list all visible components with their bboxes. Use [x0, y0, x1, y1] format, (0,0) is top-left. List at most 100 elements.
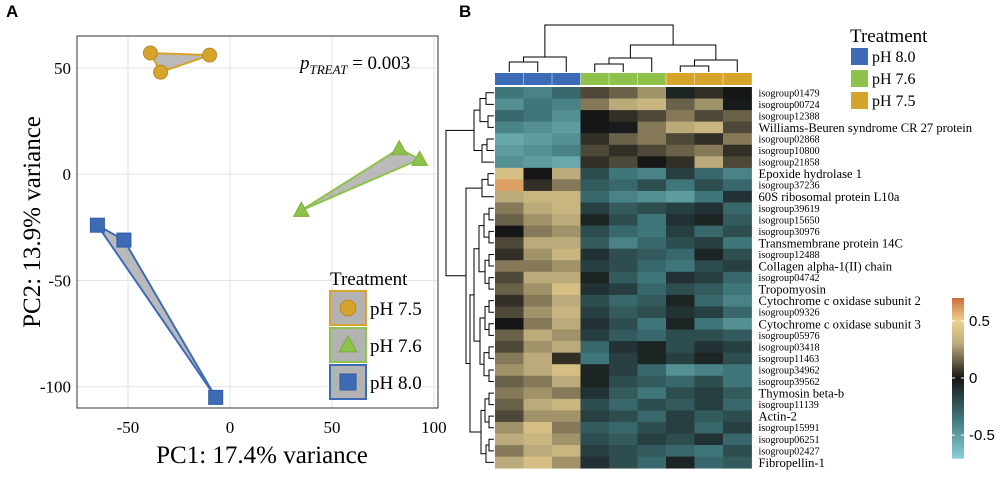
heatmap-cell [666, 398, 695, 411]
heatmap-cell [637, 98, 667, 111]
heatmap-cell [666, 190, 695, 203]
heatmap-cell [609, 121, 638, 134]
legend-marker-square [339, 373, 357, 391]
heatmap-row-label: isogroup06251 [759, 435, 820, 446]
heatmap-cell [609, 87, 638, 99]
heatmap-cell [637, 167, 667, 180]
heatmap-cell [637, 271, 667, 284]
heatmap-cell [637, 121, 667, 134]
heatmap-cell [552, 190, 581, 203]
heatmap-cell [495, 98, 524, 111]
heatmap-row-label: isogroup05976 [759, 331, 820, 342]
pca-x-tick-label: 100 [421, 418, 447, 437]
heatmap-cell [523, 87, 553, 99]
heatmap-cell [666, 121, 695, 134]
heatmap-cell [580, 156, 610, 169]
colorbar-segment [952, 394, 964, 397]
heatmap-cell [552, 456, 581, 469]
heatmap-cell [666, 283, 695, 296]
heatmap-cell [666, 202, 695, 215]
colorbar-segment [952, 412, 964, 415]
colorbar-segment [952, 316, 964, 319]
heatmap-cell [580, 202, 610, 215]
heatmap-cell [552, 421, 581, 434]
colorbar-segment [952, 360, 964, 363]
row-dendrogram-branch [488, 346, 494, 359]
heatmap-cell [552, 398, 581, 411]
heatmap-cell [523, 110, 553, 123]
colorbar-segment [952, 310, 964, 313]
heatmap-cell [552, 433, 581, 446]
heatmap-cell [609, 271, 638, 284]
heatmap-cell [552, 283, 581, 296]
treatment-bar-cell [580, 73, 610, 85]
heatmap-cell [666, 110, 695, 123]
heatmap-row-label: Actin-2 [759, 410, 797, 424]
pca-y-tick-label: -50 [48, 271, 71, 290]
heatmap-cell [552, 260, 581, 273]
colorbar-tick-label: -0.5 [969, 427, 995, 444]
colorbar-segment [952, 328, 964, 331]
heatmap-cell [666, 144, 695, 157]
heatmap-cell [637, 202, 667, 215]
heatmap-cell [523, 294, 553, 307]
heatmap-cell [523, 271, 553, 284]
heatmap-row-label: isogroup02868 [759, 134, 820, 145]
panel-label-b: B [459, 2, 471, 21]
heatmap-cell [637, 294, 667, 307]
colorbar-segment [952, 362, 964, 365]
pca-x-tick-label: 50 [323, 418, 340, 437]
heatmap-row-label: isogroup21858 [759, 158, 820, 169]
heatmap-cell [495, 341, 524, 354]
colorbar-segment [952, 444, 964, 447]
pca-points [89, 45, 429, 405]
pca-y-tick-label: 0 [63, 165, 72, 184]
heatmap-cell [637, 225, 667, 238]
heatmap-cell [580, 410, 610, 423]
heatmap-cell [666, 248, 695, 261]
colorbar-segment [952, 332, 964, 335]
colorbar-segment [952, 356, 964, 359]
row-dendrogram-branch [481, 144, 494, 163]
heatmap-cell [580, 133, 610, 146]
heatmap-cell [637, 144, 667, 157]
pca-legend-label: pH 7.6 [370, 336, 422, 357]
colorbar-segment [952, 354, 964, 357]
heatmap-cell [609, 387, 638, 400]
heatmap-cell [723, 271, 752, 284]
heatmap-row-label: Williams-Beuren syndrome CR 27 protein [759, 121, 973, 135]
heatmap-cell [523, 133, 553, 146]
colorbar-segment [952, 352, 964, 355]
heatmap-cell [580, 375, 610, 388]
heatmap-cell [609, 375, 638, 388]
heatmap-cell [580, 179, 610, 192]
heatmap-cell [694, 294, 724, 307]
legend-key-circle [329, 290, 367, 326]
heatmap-cell [723, 387, 752, 400]
colorbar-segment [952, 448, 964, 451]
heatmap-cell [552, 179, 581, 192]
heatmap-cell [637, 87, 667, 99]
heatmap-cell [694, 364, 724, 377]
colorbar-segment [952, 366, 964, 369]
heatmap-cell [609, 364, 638, 377]
heatmap-cell [495, 133, 524, 146]
heatmap-cell [666, 364, 695, 377]
heatmap-cell [523, 179, 553, 192]
heatmap-row-label: isogroup30976 [759, 227, 820, 238]
heatmap-cell [723, 237, 752, 250]
colorbar-segment [952, 420, 964, 423]
heatmap-cell [723, 248, 752, 261]
heatmap-cell [609, 248, 638, 261]
heatmap-row-label: isogroup12388 [759, 111, 820, 122]
heatmap-cell [552, 387, 581, 400]
point-square [89, 217, 105, 233]
heatmap-cell [495, 87, 524, 99]
heatmap-row-label: Collagen alpha-1(II) chain [759, 260, 893, 274]
heatmap-cell [495, 329, 524, 342]
heatmap-cell [609, 352, 638, 365]
pca-x-tick-label: 0 [226, 418, 235, 437]
heatmap-legend-label: pH 7.5 [872, 93, 916, 110]
heatmap-cell [666, 456, 695, 469]
